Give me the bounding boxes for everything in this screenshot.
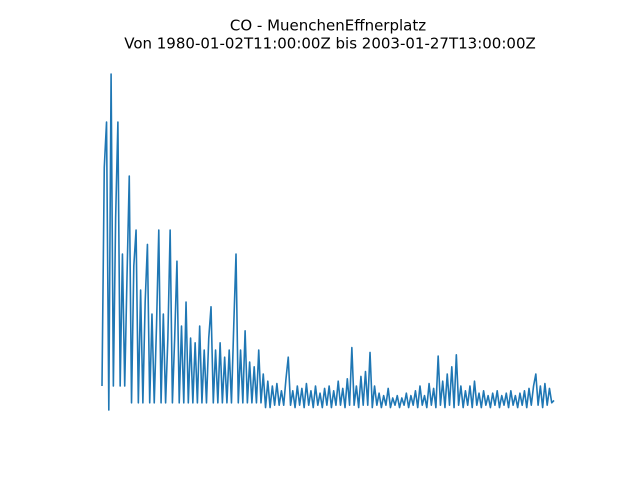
chart-subtitle: Von 1980-01-02T11:00:00Z bis 2003-01-27T… (124, 35, 536, 53)
data-line (101, 73, 555, 411)
chart-title: CO - MuenchenEffnerplatz (230, 17, 426, 35)
